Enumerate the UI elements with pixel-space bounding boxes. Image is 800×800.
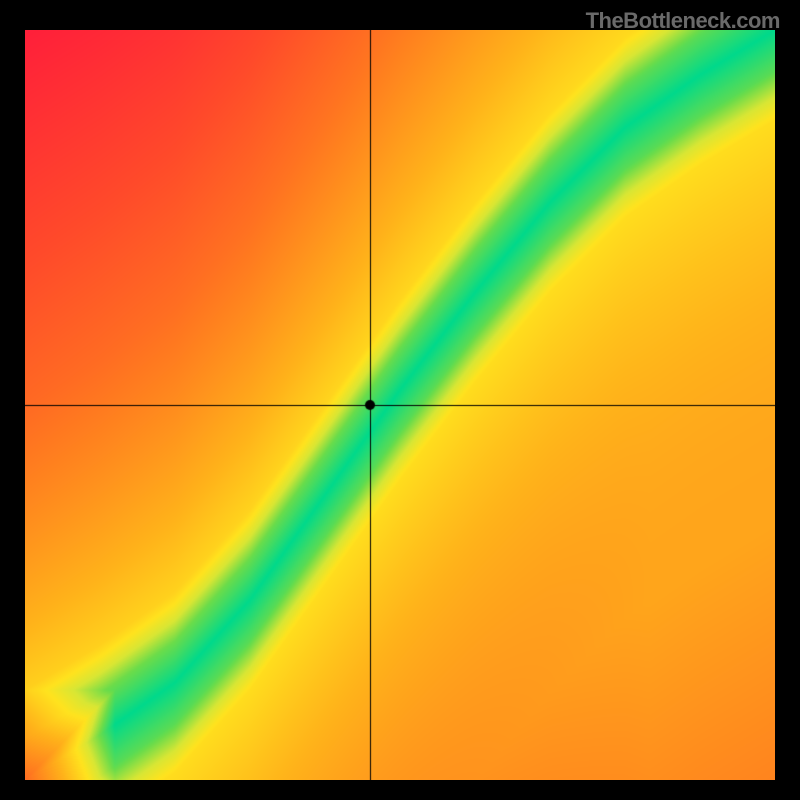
bottleneck-heatmap — [25, 30, 775, 780]
watermark-text: TheBottleneck.com — [586, 8, 780, 34]
heatmap-canvas — [25, 30, 775, 780]
